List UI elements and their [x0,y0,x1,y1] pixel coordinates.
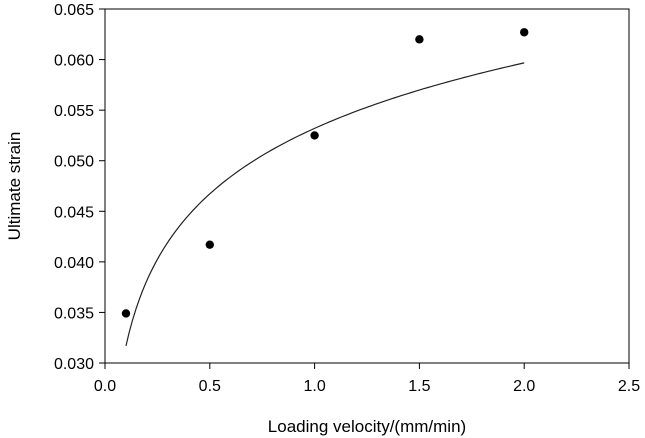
x-tick-label: 1.0 [303,378,325,395]
y-tick-label: 0.055 [54,103,94,120]
y-tick-label: 0.035 [54,305,94,322]
y-tick-label: 0.065 [54,2,94,19]
y-tick-label: 0.060 [54,53,94,70]
axis-labels: Loading velocity/(mm/min) Ultimate strai… [5,132,466,436]
data-point [205,240,214,249]
data-point [520,28,529,37]
x-axis-label: Loading velocity/(mm/min) [268,417,466,436]
x-tick-label: 0.0 [94,378,116,395]
y-tick-label: 0.040 [54,255,94,272]
y-tick-label: 0.050 [54,154,94,171]
fit-curve-layer [125,62,525,347]
x-tick-label: 0.5 [199,378,221,395]
axes: 0.0 0.5 1.0 1.5 2.0 2.5 0.030 0.035 0.040 0.045 0.… [54,2,640,395]
plot-frame [104,8,630,364]
data-point [310,131,319,140]
y-tick-label: 0.030 [54,356,94,373]
y-axis-label: Ultimate strain [5,132,24,241]
y-tick-label: 0.045 [54,204,94,221]
data-point [415,35,424,44]
x-tick-label: 1.5 [408,378,430,395]
data-point [121,309,131,318]
fit-curve [125,62,525,347]
x-tick-label: 2.0 [513,378,535,395]
data-points [121,28,529,318]
x-tick-label: 2.5 [618,378,640,395]
